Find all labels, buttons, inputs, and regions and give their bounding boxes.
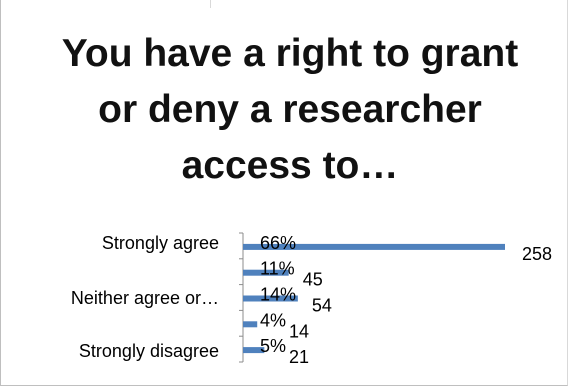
percent-data-label: 66% [260,233,296,253]
bar [243,321,258,328]
top-strip [0,0,211,8]
percent-data-label: 14% [260,285,296,305]
count-data-label: 258 [522,244,552,264]
count-data-label: 21 [289,347,309,367]
bar [243,347,265,354]
chart-title: You have a right to grant or deny a rese… [61,32,519,187]
percent-data-label: 11% [260,259,295,279]
count-data-label: 45 [303,270,323,290]
bar [243,243,505,250]
category-tick-label: Strongly agree [102,233,219,253]
bar [243,295,298,302]
category-tick-label: Strongly disagree [79,341,219,361]
count-data-label: 54 [312,296,332,316]
percent-data-label: 4% [260,310,286,330]
percent-data-label: 5% [260,336,286,356]
count-data-label: 14 [289,321,309,341]
bar [243,269,289,276]
category-tick-label: Neither agree or… [71,288,219,308]
